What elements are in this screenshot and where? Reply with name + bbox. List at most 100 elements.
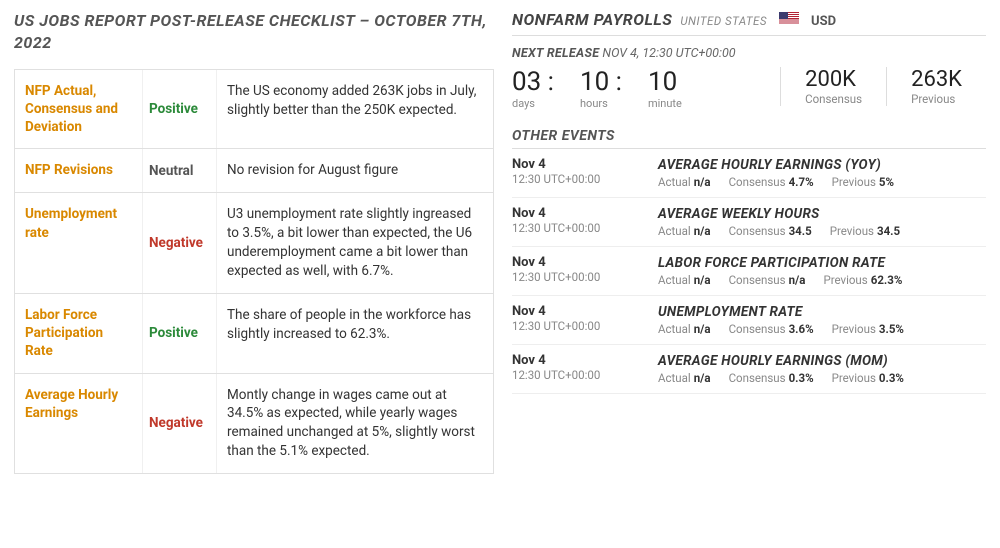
event-date: Nov 4 [512, 157, 644, 172]
metric-description: The US economy added 263K jobs in July, … [217, 70, 493, 149]
countdown-label: minute [648, 97, 682, 110]
event-stats: Actualn/a Consensus0.3% Previous0.3% [658, 371, 986, 385]
event-when: Nov 412:30 UTC+00:00 [512, 206, 644, 238]
event-actual: Actualn/a [658, 371, 711, 385]
countdown-block: 10minute [648, 67, 708, 110]
event-previous: Previous34.5 [830, 224, 900, 238]
event-row[interactable]: Nov 412:30 UTC+00:00 LABOR FORCE PARTICIP… [512, 247, 986, 296]
checklist-row: Unemployment rateNegativeU3 unemployment… [15, 193, 493, 294]
event-country: UNITED STATES [680, 14, 767, 28]
event-row[interactable]: Nov 412:30 UTC+00:00 AVERAGE WEEKLY HOURS… [512, 198, 986, 247]
event-row[interactable]: Nov 412:30 UTC+00:00 AVERAGE HOURLY EARNI… [512, 149, 986, 198]
event-body: AVERAGE HOURLY EARNINGS (YOY) Actualn/a Co… [658, 157, 986, 189]
event-when: Nov 412:30 UTC+00:00 [512, 157, 644, 189]
metric-description: U3 unemployment rate slightly ingreased … [217, 193, 493, 293]
event-date: Nov 4 [512, 206, 644, 221]
checklist-title: US JOBS REPORT POST-RELEASE CHECKLIST – … [14, 10, 494, 55]
event-previous: Previous62.3% [823, 273, 902, 287]
countdown-block: 10 :hours [580, 67, 648, 110]
stat-label: Previous [911, 92, 962, 106]
checklist-row: Average Hourly EarningsNegativeMontly ch… [15, 374, 493, 474]
event-time: 12:30 UTC+00:00 [512, 221, 644, 235]
metric-name: Average Hourly Earnings [15, 374, 143, 474]
metric-status: Positive [143, 294, 217, 373]
event-consensus: Consensus0.3% [729, 371, 814, 385]
metric-name: Labor Force Participation Rate [15, 294, 143, 373]
event-name: AVERAGE HOURLY EARNINGS (YOY) [658, 157, 986, 173]
event-name: AVERAGE WEEKLY HOURS [658, 206, 986, 222]
countdown-value: 10 : [580, 67, 622, 97]
other-events-list: Nov 412:30 UTC+00:00AVERAGE HOURLY EARNI… [512, 149, 986, 394]
other-events-title: OTHER EVENTS [512, 128, 986, 149]
countdown-label: days [512, 97, 554, 110]
countdown-value: 03 : [512, 67, 554, 97]
event-consensus: Consensusn/a [729, 273, 806, 287]
checklist-row: Labor Force Participation RatePositiveTh… [15, 294, 493, 374]
event-consensus: Consensus34.5 [729, 224, 812, 238]
event-body: AVERAGE HOURLY EARNINGS (MOM) Actualn/a Co… [658, 353, 986, 385]
metric-status: Positive [143, 70, 217, 149]
us-flag-icon [779, 12, 799, 25]
countdown-row: 03 :days10 :hours10minute 200KConsensus2… [512, 67, 986, 110]
event-actual: Actualn/a [658, 322, 711, 336]
event-when: Nov 412:30 UTC+00:00 [512, 304, 644, 336]
event-name: AVERAGE HOURLY EARNINGS (MOM) [658, 353, 986, 369]
event-stats: Actualn/a Consensus3.6% Previous3.5% [658, 322, 986, 336]
countdown-value: 10 [648, 67, 682, 97]
metric-status: Negative [143, 193, 217, 293]
event-date: Nov 4 [512, 304, 644, 319]
metric-description: No revision for August figure [217, 149, 493, 192]
event-time: 12:30 UTC+00:00 [512, 270, 644, 284]
event-panel: NONFARM PAYROLLS UNITED STATES USD NEXT … [512, 10, 986, 538]
event-time: 12:30 UTC+00:00 [512, 368, 644, 382]
next-release-label: NEXT RELEASE [512, 46, 599, 61]
countdown: 03 :days10 :hours10minute [512, 67, 708, 110]
event-actual: Actualn/a [658, 175, 711, 189]
metric-status: Negative [143, 374, 217, 474]
countdown-label: hours [580, 97, 622, 110]
headline-stat: 263KPrevious [886, 67, 986, 106]
event-title: NONFARM PAYROLLS [512, 10, 672, 29]
checklist-panel: US JOBS REPORT POST-RELEASE CHECKLIST – … [14, 10, 494, 538]
event-stats: Actualn/a Consensus4.7% Previous5% [658, 175, 986, 189]
event-name: LABOR FORCE PARTICIPATION RATE [658, 255, 986, 271]
event-row[interactable]: Nov 412:30 UTC+00:00 UNEMPLOYMENT RATE Act… [512, 296, 986, 345]
next-release-line: NEXT RELEASE NOV 4, 12:30 UTC+00:00 [512, 46, 986, 61]
event-consensus: Consensus4.7% [729, 175, 814, 189]
metric-name: NFP Revisions [15, 149, 143, 192]
event-stats: Actualn/a Consensus34.5 Previous34.5 [658, 224, 986, 238]
event-actual: Actualn/a [658, 273, 711, 287]
event-actual: Actualn/a [658, 224, 711, 238]
event-consensus: Consensus3.6% [729, 322, 814, 336]
metric-status: Neutral [143, 149, 217, 192]
stat-value: 200K [805, 67, 862, 92]
checklist-row: NFP RevisionsNeutralNo revision for Augu… [15, 149, 493, 193]
metric-description: The share of people in the workforce has… [217, 294, 493, 373]
headline-stat: 200KConsensus [780, 67, 886, 106]
next-release-time: NOV 4, 12:30 UTC+00:00 [602, 46, 735, 61]
event-body: LABOR FORCE PARTICIPATION RATE Actualn/a C… [658, 255, 986, 287]
event-time: 12:30 UTC+00:00 [512, 319, 644, 333]
metric-name: NFP Actual, Consensus and Deviation [15, 70, 143, 149]
event-stats: Actualn/a Consensusn/a Previous62.3% [658, 273, 986, 287]
event-previous: Previous0.3% [832, 371, 904, 385]
event-previous: Previous3.5% [832, 322, 904, 336]
stat-value: 263K [911, 67, 962, 92]
event-date: Nov 4 [512, 255, 644, 270]
countdown-block: 03 :days [512, 67, 580, 110]
event-body: UNEMPLOYMENT RATE Actualn/a Consensus3.6% P… [658, 304, 986, 336]
checklist-row: NFP Actual, Consensus and DeviationPosit… [15, 70, 493, 150]
metric-description: Montly change in wages came out at 34.5%… [217, 374, 493, 474]
event-previous: Previous5% [832, 175, 894, 189]
event-name: UNEMPLOYMENT RATE [658, 304, 986, 320]
headline-stats: 200KConsensus263KPrevious [780, 67, 986, 106]
event-when: Nov 412:30 UTC+00:00 [512, 255, 644, 287]
checklist-table: NFP Actual, Consensus and DeviationPosit… [14, 69, 494, 474]
stat-label: Consensus [805, 92, 862, 106]
event-row[interactable]: Nov 412:30 UTC+00:00 AVERAGE HOURLY EARNI… [512, 345, 986, 394]
event-body: AVERAGE WEEKLY HOURS Actualn/a Consensus34… [658, 206, 986, 238]
metric-name: Unemployment rate [15, 193, 143, 293]
event-header: NONFARM PAYROLLS UNITED STATES USD [512, 10, 986, 36]
event-when: Nov 412:30 UTC+00:00 [512, 353, 644, 385]
currency-label: USD [811, 14, 836, 29]
